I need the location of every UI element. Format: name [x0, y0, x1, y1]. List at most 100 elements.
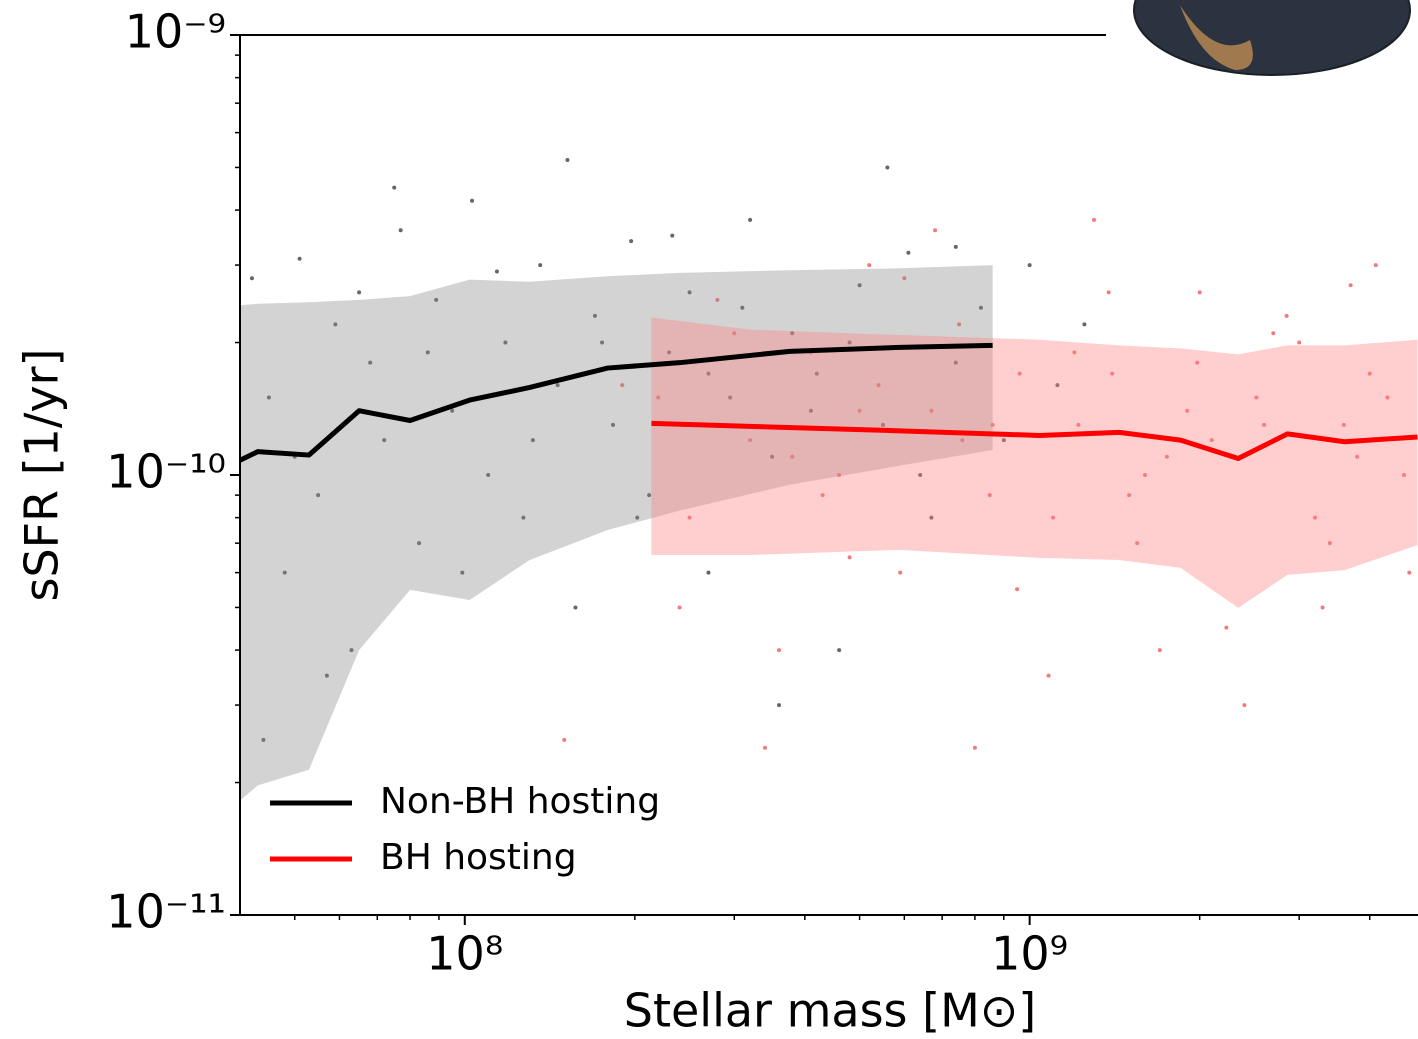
scatter-point: [249, 276, 254, 281]
scatter-point: [357, 290, 362, 295]
scatter-point: [1341, 422, 1346, 427]
scatter-point: [538, 263, 543, 268]
scatter-point: [1209, 438, 1214, 443]
scatter-point: [1348, 283, 1353, 288]
scatter-point: [1142, 473, 1147, 477]
scatter-point: [885, 165, 890, 170]
scatter-point: [1185, 408, 1190, 413]
scatter-point: [1320, 605, 1325, 610]
legend-label: Non-BH hosting: [380, 781, 660, 822]
scatter-point: [573, 605, 578, 610]
scatter-point: [1195, 360, 1200, 365]
scatter-point: [1017, 371, 1022, 376]
legend: Non-BH hosting BH hosting: [270, 781, 660, 878]
scatter-point: [1224, 625, 1229, 630]
scatter-point: [808, 408, 813, 413]
axes: 10⁸ 10⁹ 10⁻¹¹ 10⁻¹⁰ 10⁻⁹: [106, 5, 1418, 981]
scatter-point: [1027, 263, 1032, 268]
scatter-point: [647, 493, 652, 498]
scatter-point: [1262, 422, 1267, 427]
scatter-point: [777, 648, 782, 653]
scatter-point: [382, 438, 387, 443]
scatter-point: [790, 331, 795, 336]
scatter-point: [656, 395, 661, 400]
scatter-point: [972, 745, 977, 750]
scatter-point: [460, 570, 465, 575]
scatter-point: [987, 493, 992, 498]
percentile-band: [240, 265, 993, 801]
scatter-point: [1254, 395, 1259, 400]
scatter-point: [470, 198, 475, 203]
scatter-point: [820, 493, 825, 498]
scatter-point: [960, 438, 965, 443]
scatter-point: [847, 555, 852, 560]
scatter-point: [918, 473, 923, 477]
scatter-point: [732, 331, 737, 336]
scatter-point: [1402, 473, 1407, 477]
scatter-point: [1092, 217, 1097, 222]
scatter-point: [1312, 515, 1317, 520]
scatter-point: [898, 570, 903, 575]
scatter-point: [392, 185, 397, 190]
avatar-photo: [1133, 0, 1411, 76]
scatter-point: [1001, 438, 1006, 443]
scatter-point: [770, 454, 775, 459]
scatter-point: [876, 383, 881, 388]
scatter-point: [1271, 331, 1276, 336]
scatter-point: [1407, 570, 1412, 575]
scatter-point: [790, 454, 795, 459]
median-line: [240, 342, 993, 463]
scatter-point: [748, 217, 753, 222]
scatter-point: [906, 250, 911, 255]
avatar-detail: [1180, 5, 1253, 70]
scatter-point: [333, 322, 338, 327]
scatter-point: [425, 350, 430, 355]
scatter-point: [847, 340, 852, 345]
scatter-point: [629, 239, 634, 244]
median-line: [651, 420, 1418, 462]
scatter-point: [1055, 383, 1060, 388]
scatter-point: [837, 648, 842, 653]
scatter-point: [957, 322, 962, 327]
legend-label: BH hosting: [380, 837, 577, 878]
scatter-point: [1327, 541, 1332, 546]
scatter-point: [1157, 648, 1162, 653]
scatter-point: [706, 371, 711, 376]
scatter-point: [1015, 587, 1020, 592]
scatter-point: [417, 541, 422, 546]
scatter-point: [762, 745, 767, 750]
scatter-point: [867, 263, 872, 268]
scatter-point: [1367, 371, 1372, 376]
scatter-point: [565, 157, 570, 162]
scatter-point: [494, 269, 499, 274]
scatter-point: [837, 473, 842, 477]
scatter-point: [777, 703, 782, 708]
scatter-point: [670, 233, 675, 238]
scatter-point: [1106, 290, 1111, 295]
scatter-point: [880, 422, 885, 427]
scatter-point: [748, 438, 753, 443]
scatter-point: [266, 395, 271, 400]
x-tick-label: 10⁸: [426, 927, 503, 981]
y-tick-label: 10⁻¹⁰: [106, 445, 226, 499]
scatter-point: [530, 438, 535, 443]
scatter-point: [978, 305, 983, 310]
scatter-point: [1297, 340, 1302, 345]
scatter-point: [635, 515, 640, 520]
scatter-point: [857, 283, 862, 288]
scatter-point: [1284, 313, 1289, 318]
scatter-point: [503, 340, 508, 345]
scatter-point: [1242, 703, 1247, 708]
scatter-point: [990, 422, 995, 427]
percentile-band: [651, 317, 1418, 608]
scatter-point: [814, 371, 819, 376]
scatter-point: [1127, 493, 1132, 498]
scatter-point: [1135, 541, 1140, 546]
scatter-point: [715, 297, 720, 302]
scatter-point: [857, 408, 862, 413]
scatter-point: [349, 648, 354, 653]
scatter-point: [740, 305, 745, 310]
scatter-point: [620, 383, 625, 388]
x-axis-label: Stellar mass [M⊙]: [624, 984, 1037, 1038]
scatter-point: [600, 340, 605, 345]
